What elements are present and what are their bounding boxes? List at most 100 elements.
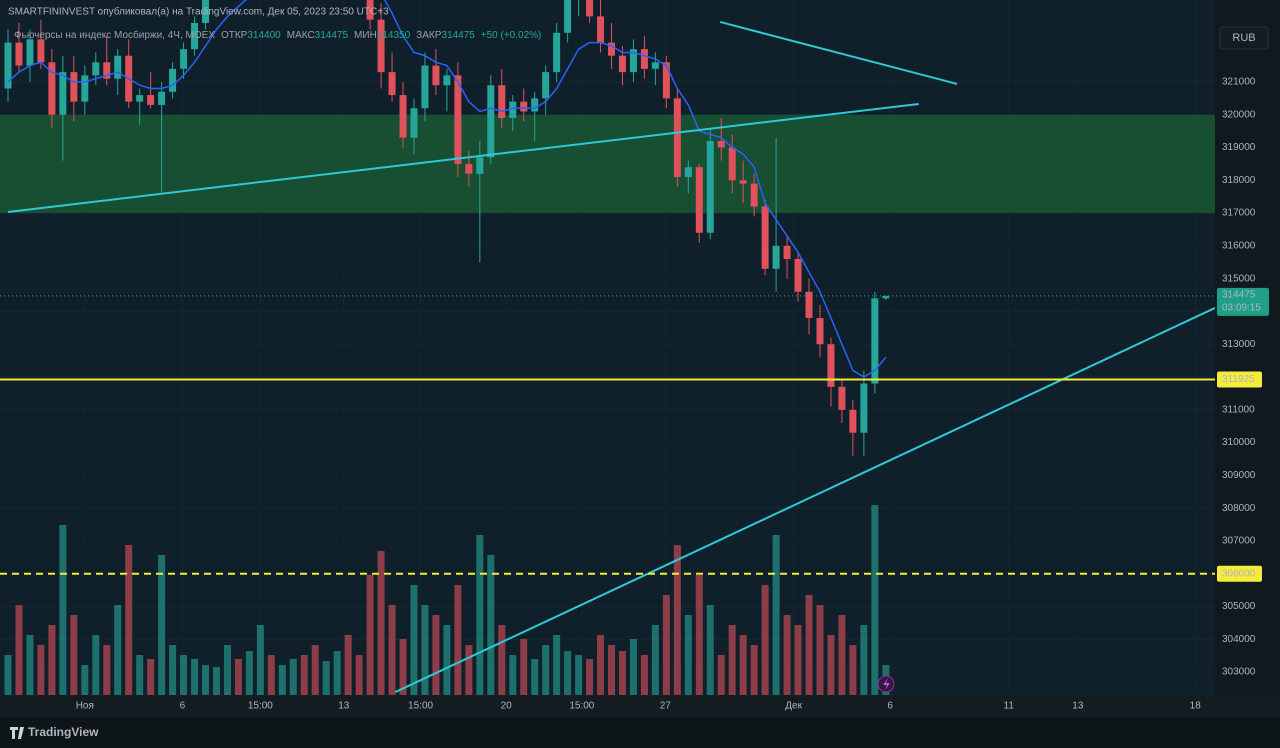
candle-body [662, 62, 670, 99]
volume-bar [4, 655, 12, 695]
y-tick-label: 309000 [1222, 470, 1256, 481]
candle-body [15, 42, 23, 66]
volume-bar [81, 665, 89, 695]
candle-body [728, 147, 736, 181]
volume-bar [597, 635, 605, 695]
x-tick-label: 15:00 [408, 701, 433, 712]
volume-bar [311, 645, 319, 695]
volume-bar [180, 655, 188, 695]
candle-body [509, 101, 517, 119]
volume-bar [388, 605, 396, 695]
x-tick-label: 27 [660, 701, 672, 712]
moving-average [7, 0, 887, 378]
level-tag [1217, 371, 1262, 388]
candle-body [377, 19, 385, 73]
volume-bar [48, 625, 56, 695]
currency-button[interactable] [1219, 26, 1269, 50]
x-tick-label: 13 [338, 701, 350, 712]
volume-bar [860, 625, 868, 695]
trendline [394, 307, 1215, 693]
volume-bar [509, 655, 517, 695]
volume-bar [695, 575, 703, 695]
candle-body [476, 157, 484, 174]
volume-bar [344, 635, 352, 695]
candle-body [717, 140, 725, 148]
volume-bar [651, 625, 659, 695]
candle-body [761, 206, 769, 269]
volume-bar [476, 535, 484, 695]
volume-bar [147, 659, 155, 695]
candle-body [783, 245, 791, 259]
y-tick-label: 303000 [1222, 667, 1256, 678]
y-tick-label: 304000 [1222, 634, 1256, 645]
candle-body [794, 258, 802, 292]
level-label: 311925 [1222, 374, 1255, 385]
volume-bar [761, 585, 769, 695]
volume-bar [794, 625, 802, 695]
candle-body [454, 75, 462, 164]
candle-body [597, 16, 605, 43]
volume-bar [498, 625, 506, 695]
candle-body [586, 0, 594, 17]
zone [0, 114, 1215, 214]
volume-bar [816, 605, 824, 695]
legend-item: +50 (+0.02%) [481, 30, 542, 41]
candle-body [838, 386, 846, 410]
volume-bar [202, 665, 210, 695]
countdown: 03:09:15 [1222, 303, 1261, 314]
candle-body [553, 32, 561, 73]
legend-item: ЗАКР [416, 30, 442, 41]
candle-body [640, 49, 648, 69]
candle-body [684, 167, 692, 178]
candle-body [169, 68, 177, 92]
volume-bar [640, 655, 648, 695]
candle-body [191, 22, 199, 50]
volume-bar [421, 605, 429, 695]
volume-bar [608, 645, 615, 695]
legend-item: 314475 [315, 30, 349, 41]
candle-body [618, 55, 626, 73]
legend-item: Фьючерсы на индекс Мосбиржи, 4Ч, MOEX [14, 29, 215, 41]
volume-bar [103, 645, 111, 695]
candle-body [629, 49, 637, 73]
volume-bar [575, 655, 583, 695]
last-price-tag [1217, 287, 1269, 316]
candle-body [366, 0, 374, 20]
y-tick-label: 318000 [1222, 175, 1256, 186]
volume-bar [70, 615, 78, 695]
brand: TradingView [28, 725, 99, 739]
legend-item: ОТКР [221, 30, 248, 41]
last-price-label: 314475 [1222, 290, 1256, 301]
candle-body [871, 298, 879, 384]
volume-bar [355, 655, 363, 695]
volume-bar [234, 659, 242, 695]
volume-bar [717, 655, 725, 695]
y-tick-label: 311000 [1222, 404, 1255, 415]
volume-bar [278, 665, 286, 695]
volume-bar [564, 651, 572, 695]
volume-bar [15, 605, 23, 695]
price-axis: 303000 304000 305000 306000 307000 308000 3090… [1217, 77, 1269, 678]
volume-bar [399, 639, 407, 695]
volume-bar [37, 645, 45, 695]
x-tick-label: 15:00 [569, 701, 594, 712]
volume-bar [59, 525, 67, 695]
candle-body [70, 72, 78, 102]
candle-body [860, 383, 868, 433]
x-tick-label: 11 [1004, 701, 1015, 712]
volume-bar [838, 615, 846, 695]
candle-body [399, 95, 407, 138]
volume-bar [542, 645, 550, 695]
level-label: 306000 [1222, 568, 1256, 579]
volume-bar [245, 651, 253, 695]
candle-body [542, 72, 550, 99]
author: SMARTFININVEST опубликовал(а) на Trading… [8, 6, 389, 18]
volume-bar [377, 551, 385, 695]
legend: Фьючерсы на индекс Мосбиржи, 4Ч, MOEX ОТК… [14, 29, 541, 41]
volume-bar [366, 575, 374, 695]
volume-bar [531, 659, 539, 695]
plot-area [0, 0, 1215, 695]
volume-bar [750, 645, 758, 695]
volume-bar [553, 635, 561, 695]
